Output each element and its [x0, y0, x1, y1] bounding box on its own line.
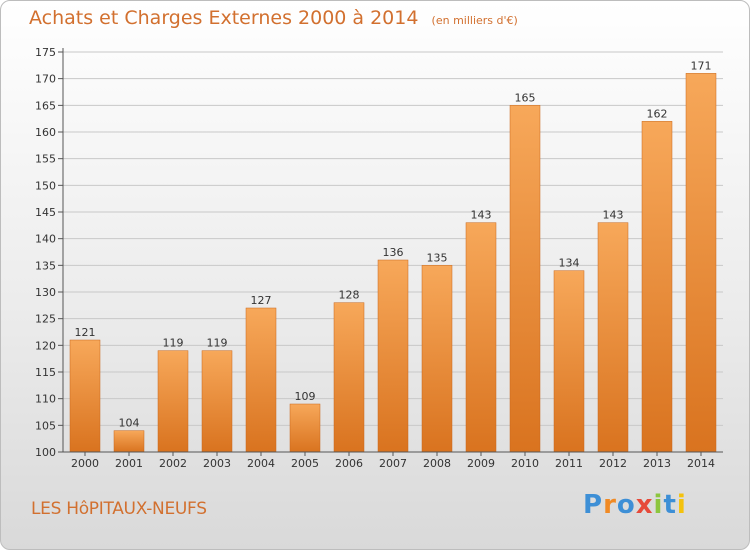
x-tick-label: 2010: [511, 457, 539, 470]
value-label-2013: 162: [647, 107, 668, 120]
y-tick-label: 130: [35, 286, 56, 299]
y-tick-label: 155: [35, 153, 56, 166]
commune-name: LES HôPITAUX-NEUFS: [31, 499, 207, 519]
value-label-2000: 121: [75, 326, 96, 339]
bar-2003: [201, 350, 233, 453]
logo-letter: i: [653, 490, 664, 520]
y-tick-label: 125: [35, 313, 56, 326]
bar-2001: [113, 430, 145, 453]
x-tick-label: 2013: [643, 457, 671, 470]
bar-2009: [465, 222, 497, 453]
bar-2005: [289, 403, 321, 453]
chart-title: Achats et Charges Externes 2000 à 2014 (…: [29, 7, 518, 29]
x-tick-label: 2006: [335, 457, 363, 470]
value-label-2009: 143: [471, 209, 492, 222]
chart-subtitle: (en milliers d'€): [431, 14, 518, 27]
value-label-2012: 143: [603, 209, 624, 222]
value-label-2001: 104: [119, 417, 140, 430]
y-tick-label: 145: [35, 206, 56, 219]
x-tick-label: 2009: [467, 457, 495, 470]
value-label-2006: 128: [339, 289, 360, 302]
x-tick-label: 2005: [291, 457, 319, 470]
bar-2011: [553, 270, 585, 453]
x-tick-label: 2014: [687, 457, 715, 470]
y-tick-label: 110: [35, 393, 56, 406]
y-tick-label: 115: [35, 366, 56, 379]
value-label-2010: 165: [515, 91, 536, 104]
y-tick-label: 150: [35, 179, 56, 192]
value-label-2011: 134: [559, 257, 580, 270]
bar-2002: [157, 350, 189, 453]
x-tick-label: 2007: [379, 457, 407, 470]
x-tick-label: 2008: [423, 457, 451, 470]
value-label-2008: 135: [427, 251, 448, 264]
x-tick-label: 2000: [71, 457, 99, 470]
y-tick-label: 120: [35, 339, 56, 352]
y-tick-label: 100: [35, 446, 56, 459]
y-tick-label: 135: [35, 259, 56, 272]
value-label-2003: 119: [207, 337, 228, 350]
logo-letter: r: [603, 490, 617, 520]
logo-letter: x: [635, 490, 654, 520]
x-tick-label: 2001: [115, 457, 143, 470]
value-label-2004: 127: [251, 294, 272, 307]
bar-2007: [377, 259, 409, 453]
bar-2012: [597, 222, 629, 453]
y-tick-label: 175: [35, 46, 56, 59]
value-label-2002: 119: [163, 337, 184, 350]
chart-title-main: Achats et Charges Externes 2000 à 2014: [29, 7, 419, 29]
value-label-2005: 109: [295, 390, 316, 403]
value-label-2014: 171: [691, 59, 712, 72]
bar-2014: [685, 73, 717, 453]
x-tick-label: 2002: [159, 457, 187, 470]
bar-2008: [421, 265, 453, 453]
x-tick-label: 2004: [247, 457, 275, 470]
logo-letter: i: [676, 490, 687, 520]
logo-letter: o: [616, 490, 636, 520]
y-tick-label: 160: [35, 126, 56, 139]
value-label-2007: 136: [383, 246, 404, 259]
logo-letter: t: [663, 490, 677, 520]
logo-letter: P: [583, 490, 604, 520]
bar-2013: [641, 121, 673, 453]
bar-2000: [69, 339, 101, 453]
x-tick-label: 2011: [555, 457, 583, 470]
bar-2006: [333, 302, 365, 453]
y-tick-label: 165: [35, 99, 56, 112]
y-tick-label: 105: [35, 419, 56, 432]
y-tick-label: 170: [35, 73, 56, 86]
x-tick-label: 2003: [203, 457, 231, 470]
bar-2010: [509, 105, 541, 453]
y-tick-label: 140: [35, 233, 56, 246]
proxiti-logo: Proxiti: [583, 490, 687, 520]
bar-2004: [245, 307, 277, 453]
x-tick-label: 2012: [599, 457, 627, 470]
